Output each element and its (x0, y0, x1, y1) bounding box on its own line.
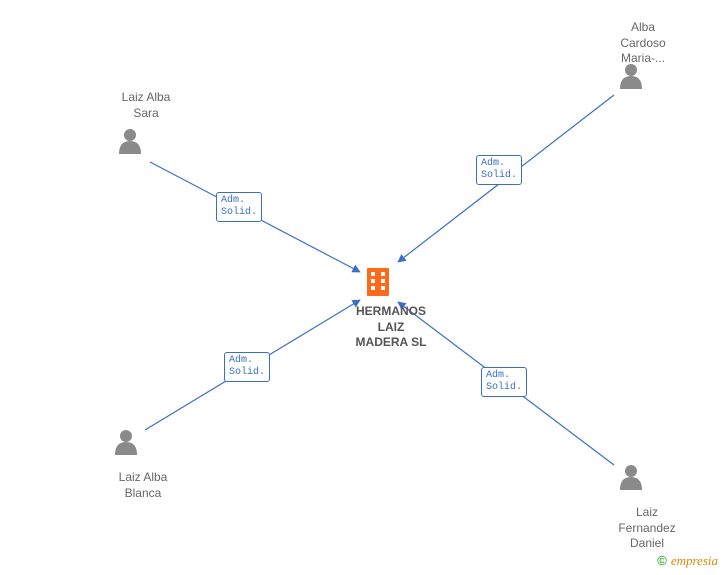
person-icon (115, 430, 137, 455)
person-label: Alba Cardoso Maria-... (608, 20, 678, 67)
company-label: HERMANOS LAIZ MADERA SL (351, 304, 431, 351)
person-icon (620, 465, 642, 490)
person-node: Laiz Alba Blanca (113, 470, 173, 501)
edge-label: Adm. Solid. (216, 192, 262, 222)
copyright-icon: © (657, 553, 667, 568)
building-icon (367, 268, 389, 296)
watermark: © empresia (657, 553, 718, 569)
person-icon (119, 129, 141, 154)
brand-text: empresia (671, 553, 718, 568)
diagram-canvas: HERMANOS LAIZ MADERA SL Laiz Alba Sara A… (0, 0, 728, 575)
person-node: Alba Cardoso Maria-... (608, 20, 678, 67)
person-label: Laiz Alba Blanca (113, 470, 173, 501)
edge-label: Adm. Solid. (476, 155, 522, 185)
person-label: Laiz Alba Sara (116, 90, 176, 121)
edge-label: Adm. Solid. (224, 352, 270, 382)
edge-label: Adm. Solid. (481, 367, 527, 397)
person-label: Laiz Fernandez Daniel (612, 505, 682, 552)
person-node: Laiz Alba Sara (116, 90, 176, 121)
svg-layer (0, 0, 728, 575)
person-node: Laiz Fernandez Daniel (612, 505, 682, 552)
person-icon (620, 64, 642, 89)
